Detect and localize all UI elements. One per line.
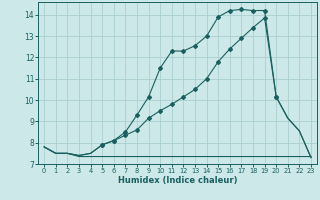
X-axis label: Humidex (Indice chaleur): Humidex (Indice chaleur) bbox=[118, 176, 237, 185]
